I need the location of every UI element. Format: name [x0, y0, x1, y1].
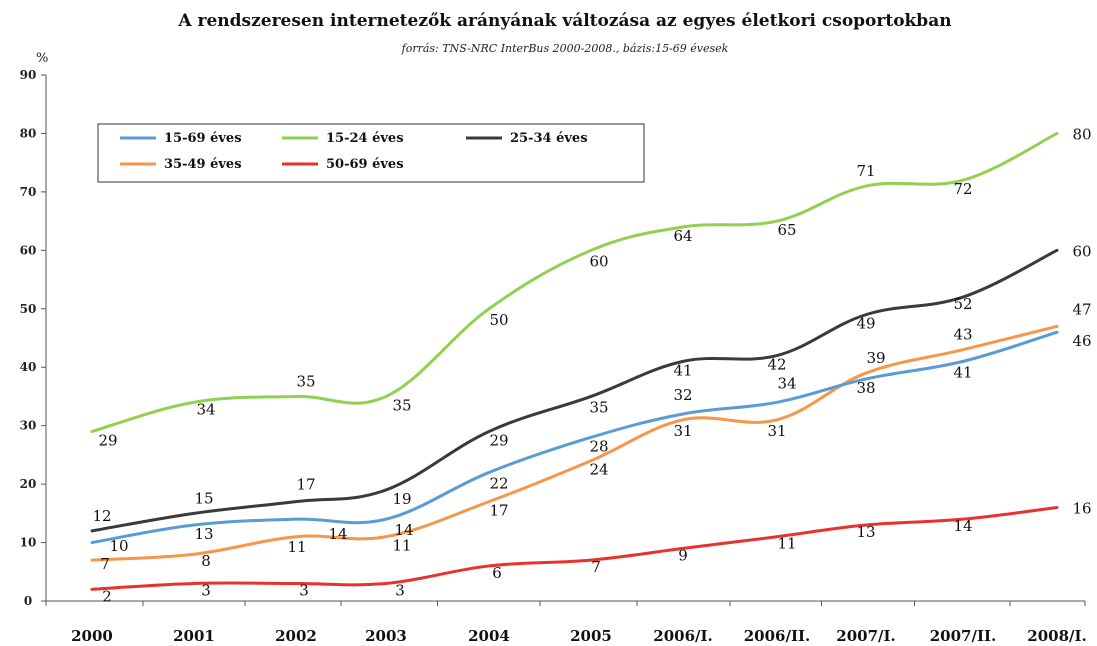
x-tick-label: 2003	[365, 627, 407, 645]
data-label: 47	[1072, 300, 1091, 318]
data-label: 14	[953, 517, 972, 535]
data-label: 52	[953, 295, 972, 313]
series-line-15-24-éves	[90, 131, 1059, 434]
legend-label: 25-34 éves	[510, 131, 588, 146]
y-tick-label: 10	[20, 536, 37, 550]
data-label: 31	[673, 422, 692, 440]
axes	[41, 74, 1086, 606]
data-label: 28	[589, 437, 608, 455]
data-label: 41	[953, 363, 972, 381]
data-label: 34	[196, 400, 215, 418]
x-tick-label: 2006/II.	[744, 627, 810, 645]
legend-label: 50-69 éves	[326, 157, 404, 172]
data-label: 11	[287, 538, 306, 556]
data-label: 29	[98, 432, 117, 450]
data-label: 16	[1072, 499, 1091, 517]
data-label: 15	[194, 489, 213, 507]
data-label: 7	[591, 558, 601, 576]
y-tick-labels: 0 10 20 30 40 50 60 70 80 90	[20, 68, 37, 608]
y-axis-unit: %	[36, 51, 48, 66]
data-label: 14	[394, 521, 413, 539]
series-line-15-69-éves	[90, 330, 1059, 545]
data-label: 17	[296, 476, 315, 494]
data-label: 7	[100, 555, 110, 573]
data-label: 17	[489, 502, 508, 520]
x-tick-label: 2007/I.	[836, 627, 895, 645]
series-line-50-69-éves	[90, 505, 1059, 591]
data-label: 42	[767, 356, 786, 374]
data-label: 11	[392, 537, 411, 555]
data-label: 41	[673, 361, 692, 379]
data-label: 14	[328, 525, 347, 543]
y-tick-label: 60	[20, 243, 37, 257]
data-label: 35	[296, 372, 315, 390]
x-tick-label: 2007/II.	[930, 627, 996, 645]
x-tick-label: 2004	[468, 627, 510, 645]
x-tick-label: 2008/I.	[1027, 627, 1086, 645]
data-label: 10	[109, 537, 128, 555]
data-label: 19	[392, 490, 411, 508]
legend-box	[97, 123, 645, 183]
data-label: 38	[856, 379, 875, 397]
data-label: 3	[395, 581, 405, 599]
data-label: 29	[489, 432, 508, 450]
y-tick-label: 0	[24, 594, 32, 608]
data-label: 60	[1072, 242, 1091, 260]
y-tick-label: 20	[20, 477, 37, 491]
data-label: 22	[489, 474, 508, 492]
y-tick-label: 30	[20, 419, 37, 433]
data-label: 64	[673, 227, 692, 245]
data-label: 65	[777, 221, 796, 239]
x-tick-label: 2000	[71, 627, 113, 645]
legend-label: 15-69 éves	[164, 131, 242, 146]
data-label: 32	[673, 386, 692, 404]
chart-title: A rendszeresen internetezők arányának vá…	[177, 11, 951, 31]
x-tick-labels: 2000 2001 2002 2003 2004 2005 2006/I. 2006/II. 2…	[71, 627, 1087, 645]
data-label: 72	[953, 180, 972, 198]
data-label: 34	[777, 374, 796, 392]
legend-label: 15-24 éves	[326, 131, 404, 146]
data-label: 35	[589, 398, 608, 416]
data-label: 35	[392, 396, 411, 414]
data-label: 60	[589, 252, 608, 270]
data-label: 71	[856, 162, 875, 180]
x-tick-label: 2002	[275, 627, 317, 645]
y-tick-label: 50	[20, 302, 37, 316]
chart-subtitle: forrás: TNS-NRC InterBus 2000-2008., báz…	[401, 42, 729, 55]
data-label: 49	[856, 315, 875, 333]
data-label: 39	[866, 349, 885, 367]
x-tick-label: 2006/I.	[653, 627, 712, 645]
legend-label: 35-49 éves	[164, 157, 242, 172]
data-label: 11	[777, 535, 796, 553]
data-label: 2	[102, 587, 112, 605]
series-lines	[90, 131, 1059, 591]
data-label: 12	[92, 507, 111, 525]
x-tick-label: 2005	[570, 627, 612, 645]
legend: 15-69 éves 15-24 éves 25-34 éves 35-49 éves…	[97, 123, 645, 183]
data-label: 43	[953, 326, 972, 344]
data-label: 6	[492, 564, 502, 582]
y-tick-label: 90	[20, 68, 37, 82]
data-label: 46	[1072, 332, 1091, 350]
data-label: 8	[201, 552, 211, 570]
data-label: 31	[767, 422, 786, 440]
data-label: 13	[856, 523, 875, 541]
series-line-25-34-éves	[90, 248, 1059, 533]
data-label: 80	[1072, 125, 1091, 143]
series-line-35-49-éves	[90, 324, 1059, 562]
x-tick-label: 2001	[173, 627, 215, 645]
data-label: 13	[194, 525, 213, 543]
data-label: 24	[589, 461, 608, 479]
y-tick-label: 70	[20, 185, 37, 199]
data-label: 9	[678, 546, 688, 564]
data-label: 3	[299, 581, 309, 599]
data-label: 50	[489, 311, 508, 329]
y-tick-label: 80	[20, 126, 37, 140]
data-label: 3	[201, 581, 211, 599]
y-tick-label: 40	[20, 360, 37, 374]
